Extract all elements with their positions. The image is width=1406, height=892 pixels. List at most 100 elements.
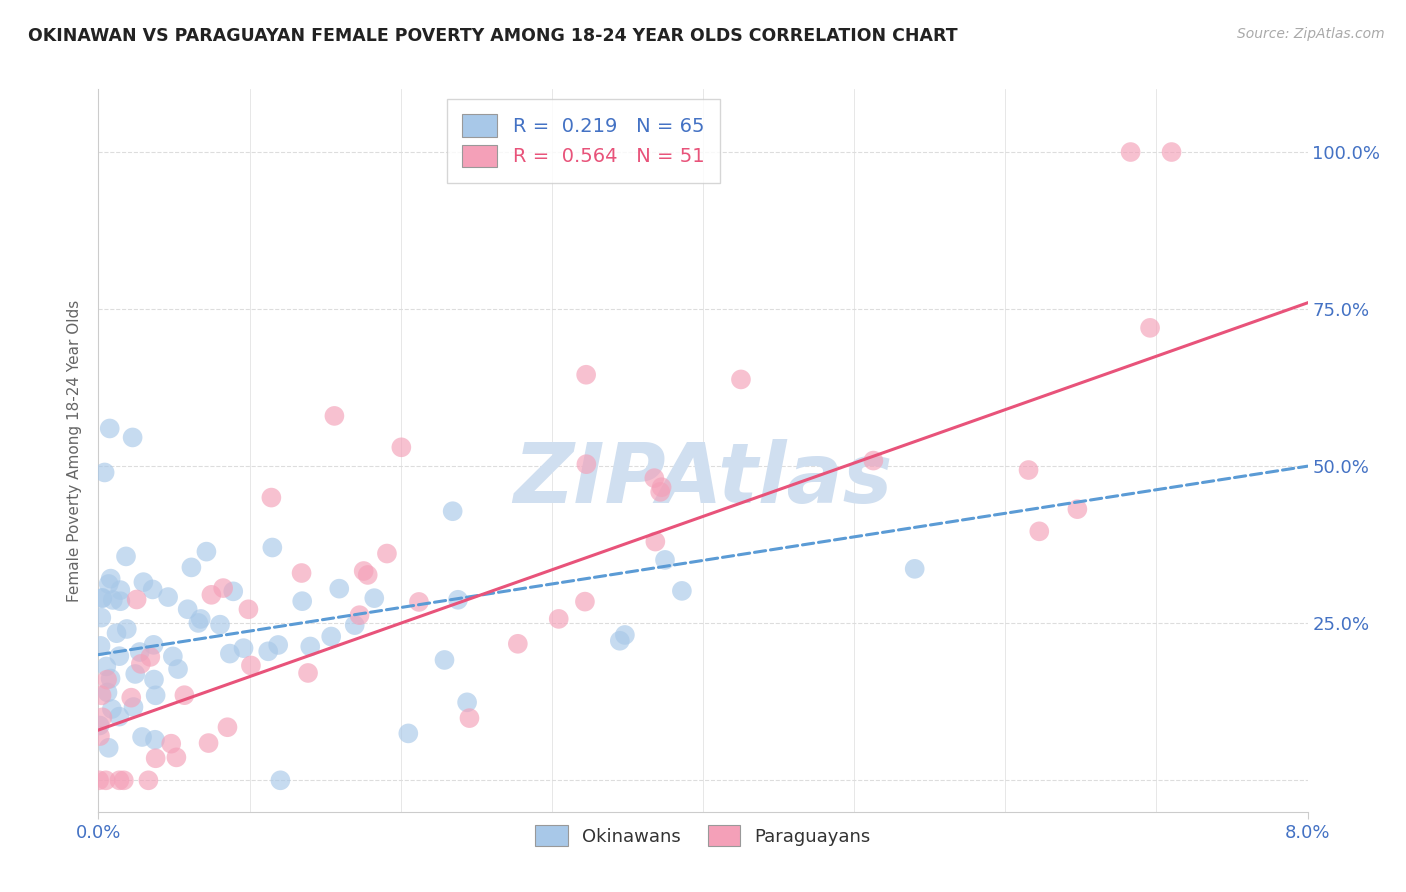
Point xyxy=(904,562,927,576)
Point xyxy=(218,647,240,661)
Point xyxy=(408,595,430,609)
Point xyxy=(187,615,209,630)
Point xyxy=(260,491,283,505)
Point xyxy=(143,673,166,687)
Point xyxy=(105,626,128,640)
Point xyxy=(87,773,110,788)
Point xyxy=(323,409,346,423)
Point xyxy=(671,583,693,598)
Point xyxy=(139,649,162,664)
Point xyxy=(357,568,380,582)
Point xyxy=(93,466,115,480)
Text: ZIPAtlas: ZIPAtlas xyxy=(513,439,893,520)
Point xyxy=(101,702,124,716)
Y-axis label: Female Poverty Among 18-24 Year Olds: Female Poverty Among 18-24 Year Olds xyxy=(67,300,83,601)
Point xyxy=(1119,145,1142,159)
Point xyxy=(176,602,198,616)
Point xyxy=(217,720,239,734)
Point xyxy=(100,572,122,586)
Point xyxy=(456,695,478,709)
Point xyxy=(433,653,456,667)
Point xyxy=(613,628,636,642)
Point xyxy=(94,773,117,788)
Point xyxy=(343,618,366,632)
Point xyxy=(157,590,180,604)
Point xyxy=(200,588,222,602)
Point xyxy=(643,471,665,485)
Point xyxy=(862,453,884,467)
Point xyxy=(222,584,245,599)
Point xyxy=(269,773,291,788)
Point xyxy=(89,729,111,743)
Point xyxy=(97,577,120,591)
Point xyxy=(363,591,385,606)
Point xyxy=(1028,524,1050,539)
Point xyxy=(1066,502,1088,516)
Point xyxy=(650,484,672,499)
Point xyxy=(96,659,118,673)
Point xyxy=(98,421,121,435)
Point xyxy=(328,582,350,596)
Point xyxy=(262,541,284,555)
Point xyxy=(290,566,312,580)
Point xyxy=(575,368,598,382)
Point xyxy=(441,504,464,518)
Point xyxy=(110,594,132,608)
Point xyxy=(131,730,153,744)
Point xyxy=(162,649,184,664)
Point xyxy=(644,534,666,549)
Text: Source: ZipAtlas.com: Source: ZipAtlas.com xyxy=(1237,27,1385,41)
Point xyxy=(574,594,596,608)
Point xyxy=(609,633,631,648)
Point xyxy=(197,736,219,750)
Point xyxy=(297,665,319,680)
Point xyxy=(90,639,112,653)
Point xyxy=(90,610,112,624)
Point xyxy=(110,583,132,598)
Point xyxy=(91,591,114,606)
Point xyxy=(112,773,135,788)
Point xyxy=(651,480,673,494)
Point xyxy=(89,718,111,732)
Point xyxy=(353,564,375,578)
Point xyxy=(389,440,412,454)
Point xyxy=(142,638,165,652)
Point xyxy=(90,689,112,703)
Point xyxy=(108,709,131,723)
Point xyxy=(447,592,470,607)
Point xyxy=(138,773,160,788)
Point xyxy=(506,637,529,651)
Point xyxy=(121,430,143,444)
Point xyxy=(96,685,118,699)
Point xyxy=(115,549,138,564)
Point xyxy=(396,726,419,740)
Point xyxy=(267,638,290,652)
Point xyxy=(547,612,569,626)
Point xyxy=(654,553,676,567)
Point xyxy=(1018,463,1040,477)
Point xyxy=(124,667,146,681)
Point xyxy=(142,582,165,597)
Point xyxy=(239,658,262,673)
Point xyxy=(122,700,145,714)
Point xyxy=(238,602,260,616)
Point xyxy=(143,732,166,747)
Point xyxy=(165,750,187,764)
Point xyxy=(96,673,118,687)
Point xyxy=(125,592,148,607)
Point xyxy=(375,547,398,561)
Point xyxy=(97,740,120,755)
Point xyxy=(128,645,150,659)
Point xyxy=(91,591,114,605)
Point xyxy=(190,612,212,626)
Point xyxy=(132,575,155,590)
Point xyxy=(91,710,114,724)
Legend: Okinawans, Paraguayans: Okinawans, Paraguayans xyxy=(527,818,879,854)
Point xyxy=(1139,321,1161,335)
Point xyxy=(180,560,202,574)
Point xyxy=(115,622,138,636)
Point xyxy=(167,662,190,676)
Point xyxy=(108,773,131,788)
Point xyxy=(458,711,481,725)
Point xyxy=(291,594,314,608)
